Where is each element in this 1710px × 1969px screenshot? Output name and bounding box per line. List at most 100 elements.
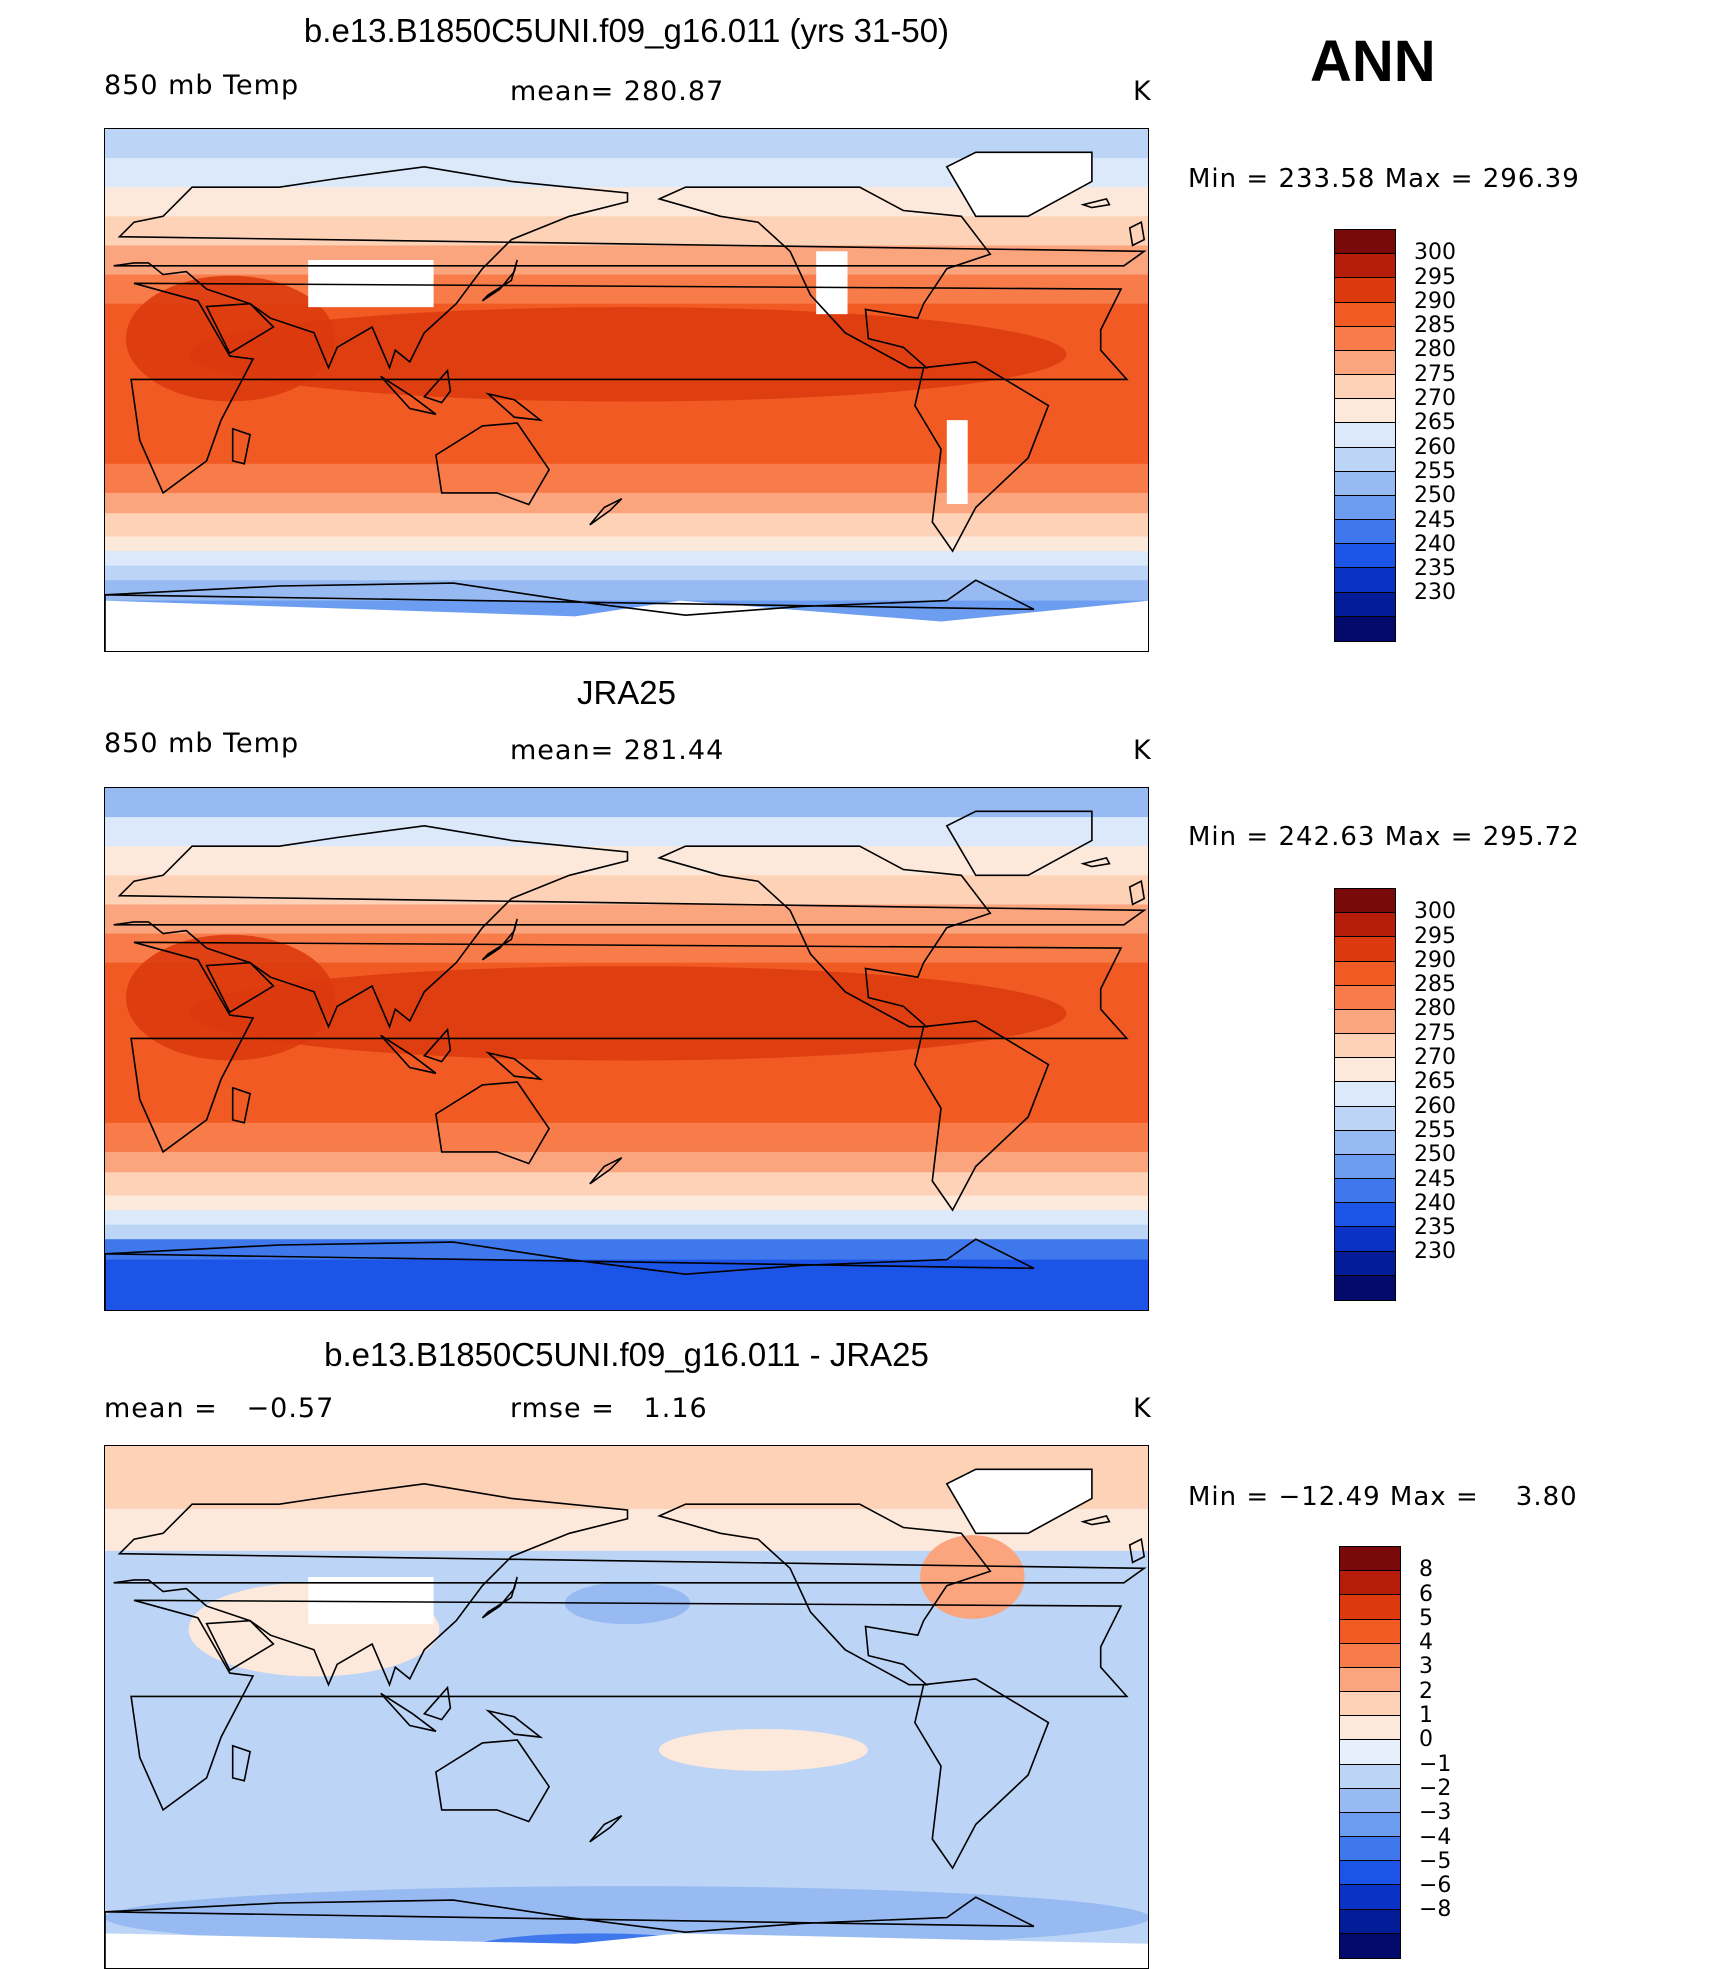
colorbar-tick-label: 5 xyxy=(1419,1605,1433,1631)
colorbar-swatch xyxy=(1335,495,1395,521)
colorbar-swatch xyxy=(1340,1764,1400,1789)
panel3-minmax: Min = −12.49 Max = 3.80 xyxy=(1188,1482,1578,1512)
panel3-units: K xyxy=(1133,1393,1152,1424)
colorbar-swatch xyxy=(1340,1547,1400,1572)
colorbar-tick-label: 230 xyxy=(1414,1239,1456,1265)
colorbar-tick-label: 260 xyxy=(1414,1093,1456,1119)
colorbar-tick-label: −8 xyxy=(1419,1897,1452,1923)
colorbar-swatch xyxy=(1335,447,1395,472)
colorbar-swatch xyxy=(1335,544,1395,569)
colorbar-tick-label: 4 xyxy=(1419,1630,1433,1656)
colorbar-swatch xyxy=(1335,278,1395,303)
colorbar-tick-label: 270 xyxy=(1414,1045,1456,1071)
colorbar-tick-label: 270 xyxy=(1414,386,1456,412)
season-label: ANN xyxy=(1310,29,1436,94)
panel1-variable-label: 850 mb Temp xyxy=(104,70,300,101)
colorbar-swatch xyxy=(1335,913,1395,938)
colorbar-tick-label: 8 xyxy=(1419,1557,1433,1583)
panel1-mean-label: mean= 280.87 xyxy=(510,76,725,107)
colorbar-swatch xyxy=(1335,985,1395,1010)
panel3-mean-label: mean = −0.57 xyxy=(104,1393,335,1424)
colorbar-swatch xyxy=(1340,1595,1400,1620)
colorbar-swatch xyxy=(1335,1082,1395,1107)
colorbar-swatch xyxy=(1340,1885,1400,1910)
colorbar-tick-label: 285 xyxy=(1414,972,1456,998)
colorbar-tick-label: −3 xyxy=(1419,1800,1452,1826)
colorbar-tick-label: 295 xyxy=(1414,923,1456,949)
colorbar-tick-label: 265 xyxy=(1414,410,1456,436)
colorbar-swatch xyxy=(1340,1716,1400,1741)
colorbar-swatch xyxy=(1335,1130,1395,1155)
colorbar-tick-label: 240 xyxy=(1414,1190,1456,1216)
colorbar-tick-label: 260 xyxy=(1414,434,1456,460)
colorbar-tick-label: 245 xyxy=(1414,507,1456,533)
colorbar-tick-label: 230 xyxy=(1414,580,1456,606)
colorbar-swatch xyxy=(1335,1154,1395,1180)
colorbar-swatch xyxy=(1335,1227,1395,1252)
colorbar-tick-label: 300 xyxy=(1414,240,1456,266)
colorbar-swatch xyxy=(1335,254,1395,279)
colorbar-swatch xyxy=(1335,1179,1395,1204)
colorbar-tick-label: 0 xyxy=(1419,1727,1433,1753)
colorbar-swatch xyxy=(1335,423,1395,448)
colorbar-tick-label: 240 xyxy=(1414,531,1456,557)
colorbar-swatch xyxy=(1335,230,1395,255)
colorbar-tick-label: 265 xyxy=(1414,1069,1456,1095)
colorbar-swatch xyxy=(1340,1812,1400,1838)
colorbar-swatch xyxy=(1335,961,1395,986)
colorbar-tick-label: −1 xyxy=(1419,1751,1452,1777)
colorbar-tick-label: 2 xyxy=(1419,1678,1433,1704)
colorbar-swatch xyxy=(1340,1619,1400,1644)
panel3-rmse-label: rmse = 1.16 xyxy=(510,1393,708,1424)
colorbar-swatch xyxy=(1335,520,1395,545)
colorbar-swatch xyxy=(1340,1667,1400,1693)
colorbar-tick-label: 255 xyxy=(1414,458,1456,484)
colorbar-swatch xyxy=(1335,326,1395,351)
colorbar-tick-label: 280 xyxy=(1414,337,1456,363)
colorbar-tick-label: 250 xyxy=(1414,483,1456,509)
colorbar-swatch xyxy=(1335,937,1395,962)
colorbar-tick-label: 280 xyxy=(1414,996,1456,1022)
panel1-units: K xyxy=(1133,76,1152,107)
colorbar-swatch xyxy=(1340,1861,1400,1886)
panel2-variable-label: 850 mb Temp xyxy=(104,728,300,759)
colorbar-tick-label: 6 xyxy=(1419,1581,1433,1607)
panel3-colorbar xyxy=(1339,1546,1401,1959)
colorbar-swatch xyxy=(1335,1106,1395,1131)
colorbar-swatch xyxy=(1335,375,1395,400)
colorbar-swatch xyxy=(1340,1643,1400,1668)
colorbar-tick-label: −4 xyxy=(1419,1824,1452,1850)
panel2-map xyxy=(104,787,1149,1311)
colorbar-swatch xyxy=(1340,1788,1400,1813)
colorbar-swatch xyxy=(1340,1837,1400,1862)
colorbar-tick-label: 235 xyxy=(1414,1215,1456,1241)
panel1-minmax: Min = 233.58 Max = 296.39 xyxy=(1188,164,1580,194)
panel1-colorbar xyxy=(1334,229,1396,642)
panel2-title: JRA25 xyxy=(576,674,677,711)
colorbar-swatch xyxy=(1335,1203,1395,1228)
colorbar-swatch xyxy=(1335,471,1395,496)
colorbar-swatch xyxy=(1340,1740,1400,1765)
colorbar-swatch xyxy=(1335,399,1395,424)
panel3-map xyxy=(104,1445,1149,1969)
colorbar-tick-label: 290 xyxy=(1414,288,1456,314)
colorbar-swatch xyxy=(1335,616,1395,641)
panel2-mean-label: mean= 281.44 xyxy=(510,735,725,766)
colorbar-tick-label: 250 xyxy=(1414,1142,1456,1168)
colorbar-swatch xyxy=(1340,1933,1400,1958)
colorbar-tick-label: 235 xyxy=(1414,556,1456,582)
colorbar-swatch xyxy=(1340,1692,1400,1717)
colorbar-tick-label: 275 xyxy=(1414,361,1456,387)
colorbar-swatch xyxy=(1340,1909,1400,1934)
colorbar-tick-label: 255 xyxy=(1414,1117,1456,1143)
colorbar-swatch xyxy=(1335,1275,1395,1300)
panel3-title: b.e13.B1850C5UNI.f09_g16.011 - JRA25 xyxy=(324,1336,929,1373)
colorbar-swatch xyxy=(1335,350,1395,376)
colorbar-tick-label: 300 xyxy=(1414,899,1456,925)
colorbar-tick-label: −5 xyxy=(1419,1848,1452,1874)
colorbar-tick-label: −6 xyxy=(1419,1873,1452,1899)
colorbar-swatch xyxy=(1335,889,1395,914)
colorbar-tick-label: −2 xyxy=(1419,1775,1452,1801)
colorbar-swatch xyxy=(1335,1009,1395,1035)
colorbar-swatch xyxy=(1340,1571,1400,1596)
